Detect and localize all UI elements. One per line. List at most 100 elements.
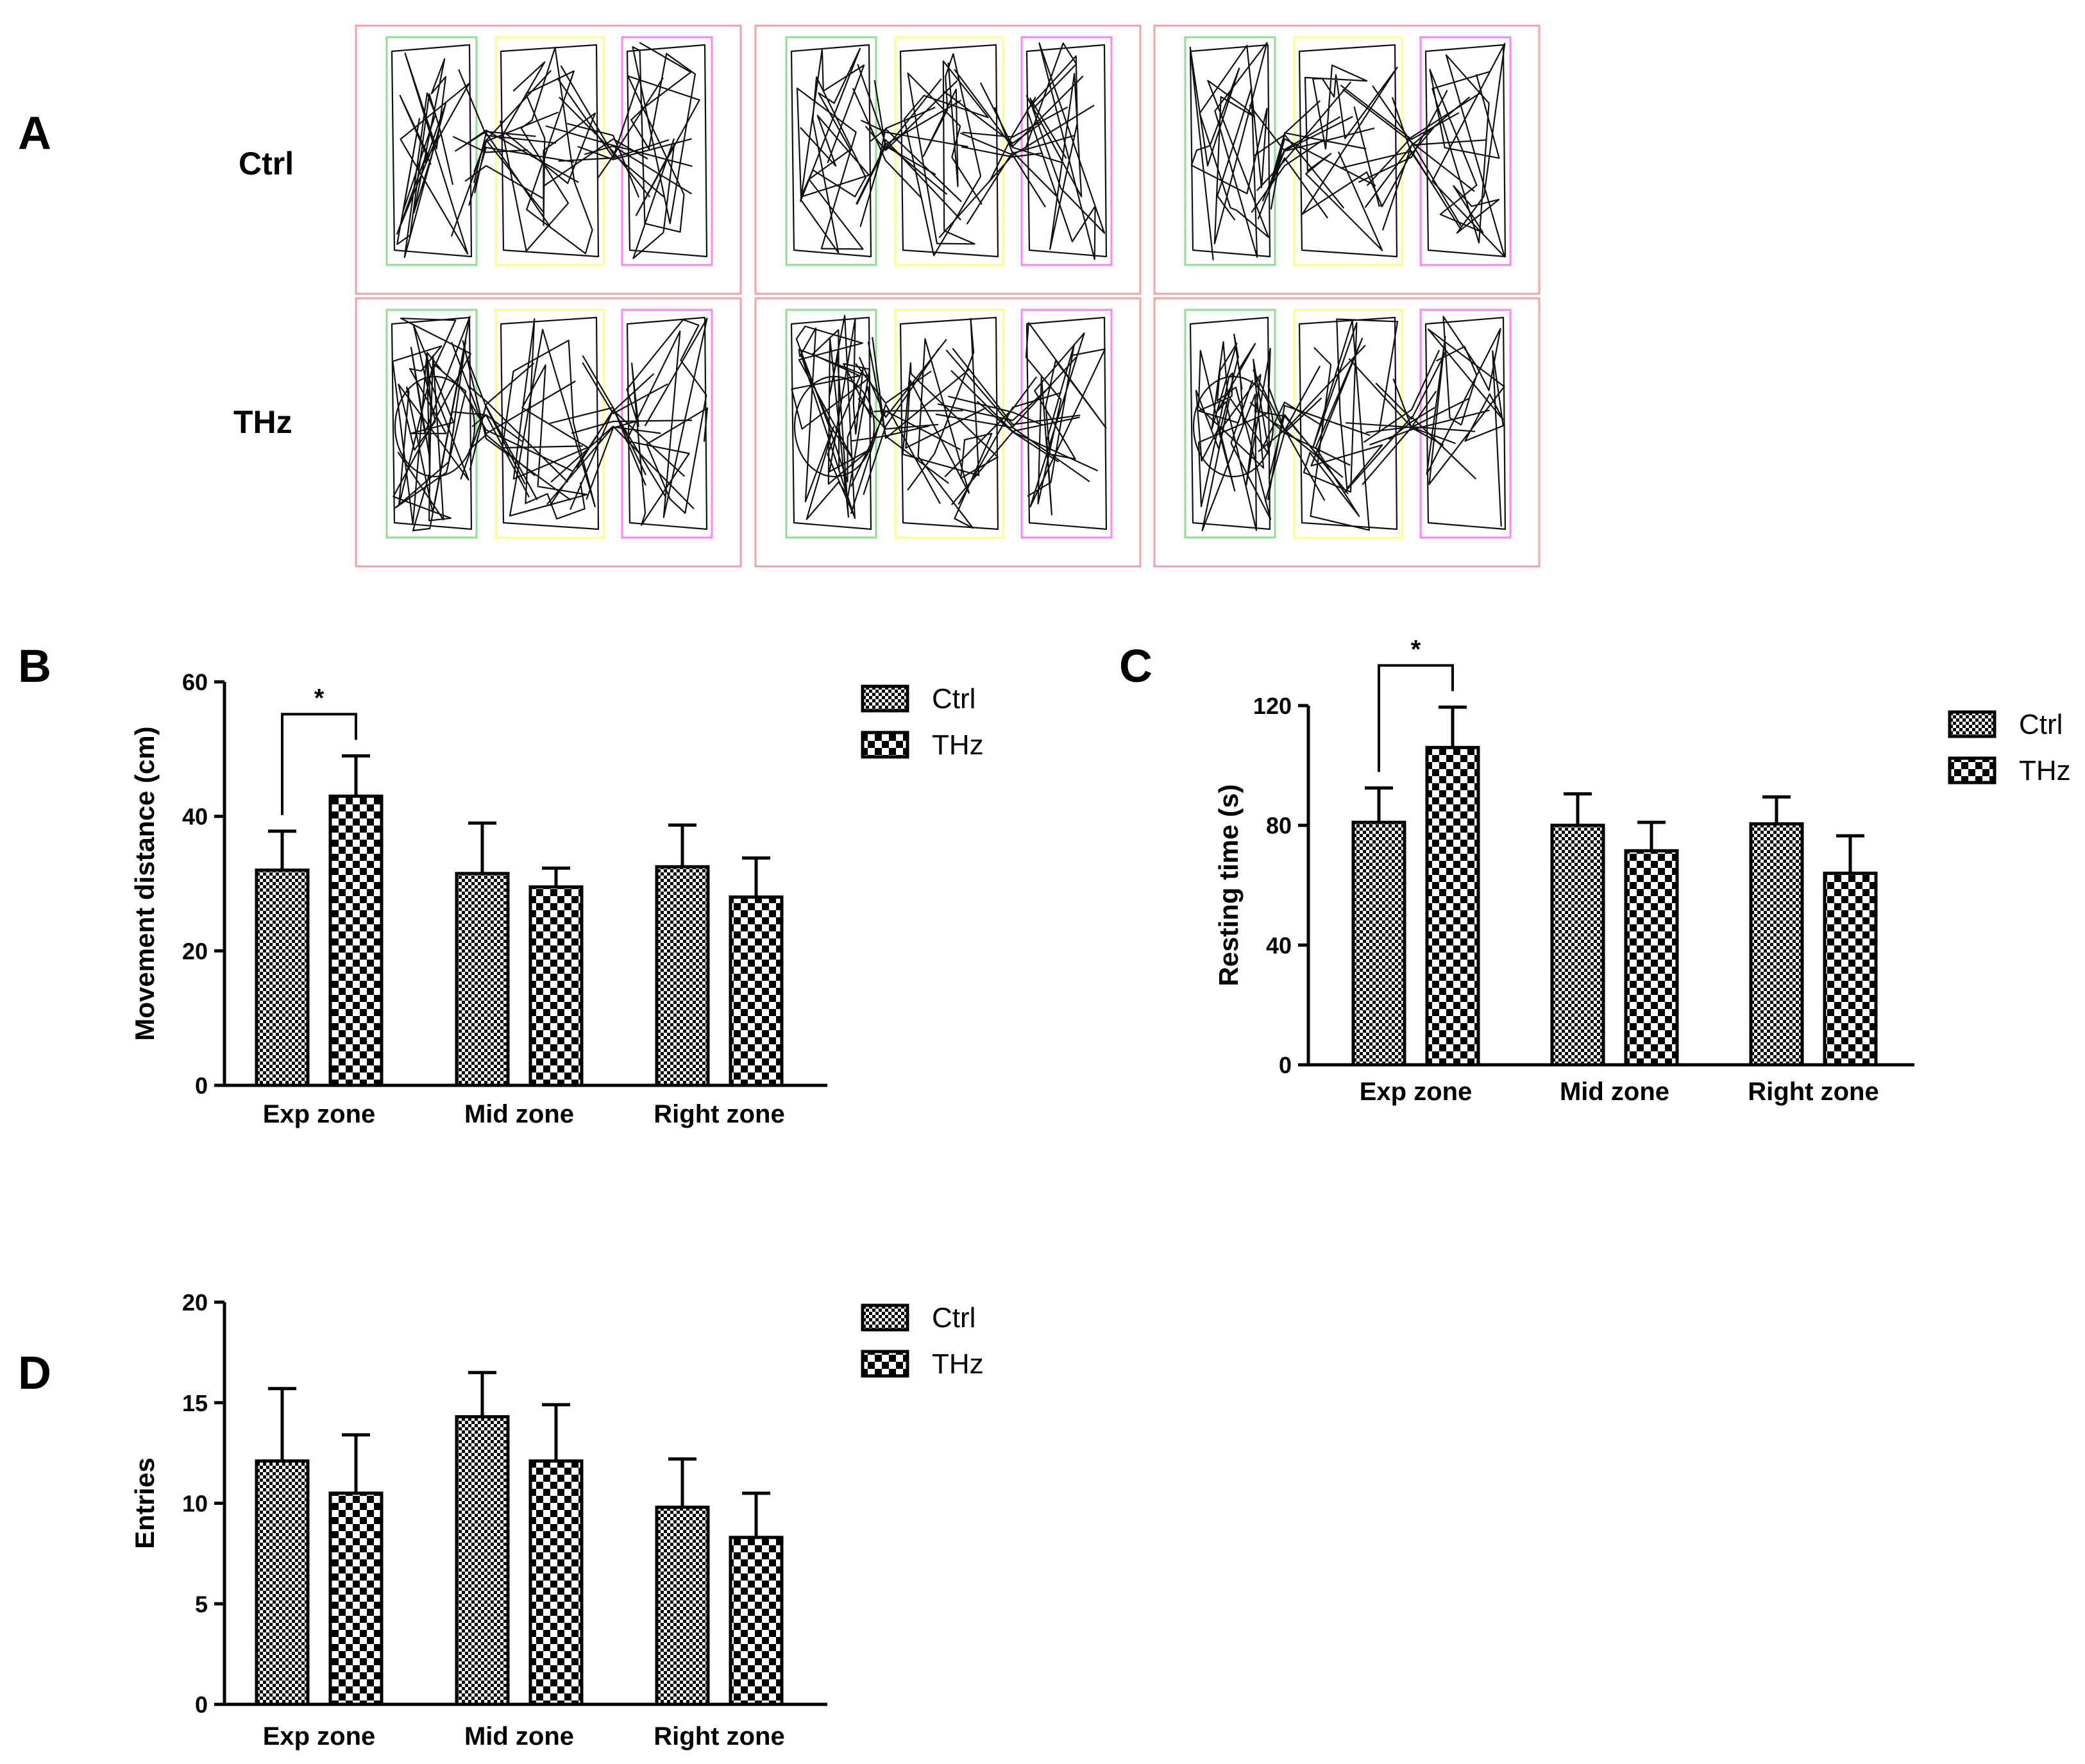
movement-trace (790, 316, 872, 530)
crossing-trace (1249, 81, 1487, 231)
bar-thz-3 (729, 895, 784, 1087)
legend-label-thz: THz (2019, 755, 2071, 786)
x-category-label: Right zone (654, 1100, 784, 1128)
bar-thz-1 (328, 1491, 384, 1706)
y-tick-label: 10 (182, 1491, 208, 1517)
circling-trace (1192, 375, 1274, 478)
legend-label-thz: THz (932, 729, 984, 761)
legend-swatch-ctrl (861, 1303, 909, 1332)
movement-trace (1426, 316, 1505, 527)
panel-label-d: D (18, 1348, 51, 1399)
movement-trace (899, 44, 999, 258)
legend-swatch-thz (861, 731, 909, 759)
x-category-label: Exp zone (263, 1722, 376, 1751)
movement-trace (1189, 316, 1271, 530)
movement-trace (391, 44, 473, 258)
y-axis-title: Movement distance (cm) (130, 726, 160, 1040)
movement-trace (1189, 44, 1271, 258)
bar-ctrl-1 (1351, 820, 1406, 1067)
legend-label-thz: THz (932, 1348, 984, 1380)
y-tick-label: 120 (1253, 693, 1292, 719)
panel-a-tracking: A Ctrl THz (18, 24, 1541, 568)
movement-trace (1424, 316, 1507, 530)
significance-bracket (281, 713, 357, 815)
y-tick-label: 60 (182, 669, 208, 695)
movement-trace (796, 47, 870, 254)
legend-swatch-thz (861, 1350, 909, 1378)
significance-label: * (1411, 635, 1421, 663)
y-tick-label: 40 (1266, 932, 1292, 958)
panel-label-b: B (18, 641, 51, 692)
y-tick-label: 5 (195, 1591, 208, 1617)
arena-border (754, 297, 1142, 568)
movement-trace (1298, 316, 1398, 530)
x-category-label: Right zone (654, 1722, 784, 1751)
row-label-ctrl: Ctrl (239, 146, 294, 182)
legend-swatch-ctrl (861, 684, 909, 713)
arena-border (754, 24, 1142, 295)
movement-trace (899, 316, 999, 530)
movement-trace (903, 53, 989, 257)
movement-trace (1424, 44, 1507, 258)
bar-thz-1 (1425, 745, 1480, 1067)
crossing-trace (451, 340, 695, 510)
chart-c: C 0 40 80 120 Resting time (s) Exp zone Mid zon… (1119, 635, 2071, 1106)
legend-swatch-ctrl (1948, 710, 1996, 738)
movement-trace (1024, 42, 1106, 260)
movement-trace (1301, 64, 1398, 251)
panel-label-c: C (1119, 641, 1152, 692)
movement-trace (392, 316, 471, 532)
movement-trace (391, 316, 473, 530)
movement-trace (626, 44, 708, 258)
movement-trace (1298, 44, 1398, 258)
chart-b: B 0 20 40 60 Movement distance (cm) Exp zone Mi… (18, 641, 984, 1128)
movement-trace (1026, 316, 1108, 530)
movement-trace (1429, 42, 1506, 258)
y-tick-label: 0 (195, 1692, 208, 1718)
movement-trace (1026, 44, 1108, 258)
movement-trace (625, 318, 708, 526)
x-category-label: Exp zone (263, 1100, 376, 1128)
arena-border (355, 24, 742, 295)
y-tick-label: 15 (182, 1390, 208, 1416)
right-zone-box (1419, 36, 1512, 266)
bar-ctrl-3 (655, 1505, 710, 1706)
y-axis-title: Entries (130, 1457, 160, 1548)
bar-thz-1 (328, 794, 384, 1087)
arena-border (1153, 297, 1541, 568)
arena-thz-3 (1153, 297, 1541, 568)
arena-border (355, 297, 742, 568)
legend-label-ctrl: Ctrl (932, 1302, 975, 1334)
arena-thz-2 (754, 297, 1142, 568)
bar-ctrl-3 (1749, 822, 1804, 1067)
bar-ctrl-2 (1550, 824, 1605, 1067)
bar-ctrl-1 (255, 869, 310, 1087)
y-tick-label: 20 (182, 1289, 208, 1316)
movement-trace (791, 314, 872, 520)
crossing-trace (1249, 344, 1490, 502)
crossing-trace (850, 337, 1099, 514)
right-zone-box (1419, 309, 1512, 539)
x-category-label: Mid zone (464, 1722, 574, 1751)
movement-trace (626, 316, 708, 530)
circling-trace (793, 375, 875, 478)
movement-trace (902, 318, 999, 529)
y-tick-label: 20 (182, 938, 208, 964)
movement-trace (500, 316, 600, 530)
arena-ctrl-3 (1153, 24, 1541, 295)
exp-zone-box (785, 309, 877, 539)
movement-trace (790, 44, 872, 258)
significance-label: * (314, 684, 325, 712)
bar-ctrl-2 (455, 872, 510, 1087)
x-category-label: Exp zone (1360, 1078, 1473, 1106)
arena-ctrl-1 (355, 24, 742, 295)
row-label-thz: THz (233, 404, 292, 440)
movement-trace (1025, 322, 1107, 516)
mid-zone-box (1293, 36, 1403, 266)
circling-trace (394, 375, 476, 478)
exp-zone-box (1184, 36, 1276, 266)
arena-border (1153, 24, 1541, 295)
movement-trace (500, 44, 600, 258)
y-tick-label: 80 (1266, 813, 1292, 839)
